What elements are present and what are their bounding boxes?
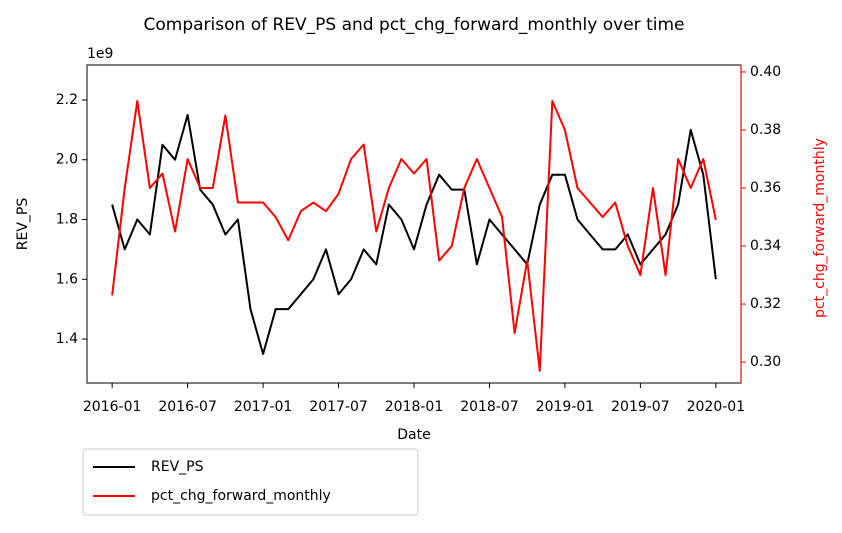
y-tick-label: 2.2: [56, 92, 78, 108]
x-tick-label: 2018-07: [460, 399, 519, 415]
y2-tick-label: 0.32: [750, 296, 781, 312]
y-tick-label: 2.0: [56, 152, 78, 168]
y2-tick-label: 0.38: [750, 122, 781, 138]
y2-axis-label: pct_chg_forward_monthly: [812, 138, 828, 318]
y-axis-label: REV_PS: [15, 198, 31, 251]
x-tick-label: 2020-01: [687, 399, 746, 415]
plot-frame: [86, 64, 742, 384]
legend-label: pct_chg_forward_monthly: [151, 488, 331, 504]
legend-label: REV_PS: [151, 459, 204, 475]
x-tick-label: 2016-07: [158, 399, 217, 415]
legend-box: [82, 448, 419, 516]
series-line: [111, 113, 717, 356]
y2-tick-label: 0.34: [750, 238, 781, 254]
chart-title: Comparison of REV_PS and pct_chg_forward…: [144, 15, 685, 35]
y-tick-label: 1.4: [56, 331, 78, 347]
x-tick-label: 2016-01: [83, 399, 142, 415]
series-line: [111, 99, 717, 372]
x-tick-label: 2018-01: [385, 399, 444, 415]
y2-tick-label: 0.40: [750, 64, 781, 80]
y2-tick-label: 0.30: [750, 354, 781, 370]
y-tick-label: 1.8: [56, 212, 78, 228]
y2-tick-label: 0.36: [750, 180, 781, 196]
x-tick-label: 2017-01: [234, 399, 293, 415]
x-axis-label: Date: [397, 427, 430, 443]
y-tick-label: 1.6: [56, 271, 78, 287]
x-tick-label: 2017-07: [309, 399, 368, 415]
x-tick-label: 2019-01: [536, 399, 595, 415]
x-tick-label: 2019-07: [611, 399, 670, 415]
y-offset-label: 1e9: [87, 46, 113, 62]
legend: REV_PS pct_chg_forward_monthly: [82, 448, 419, 516]
